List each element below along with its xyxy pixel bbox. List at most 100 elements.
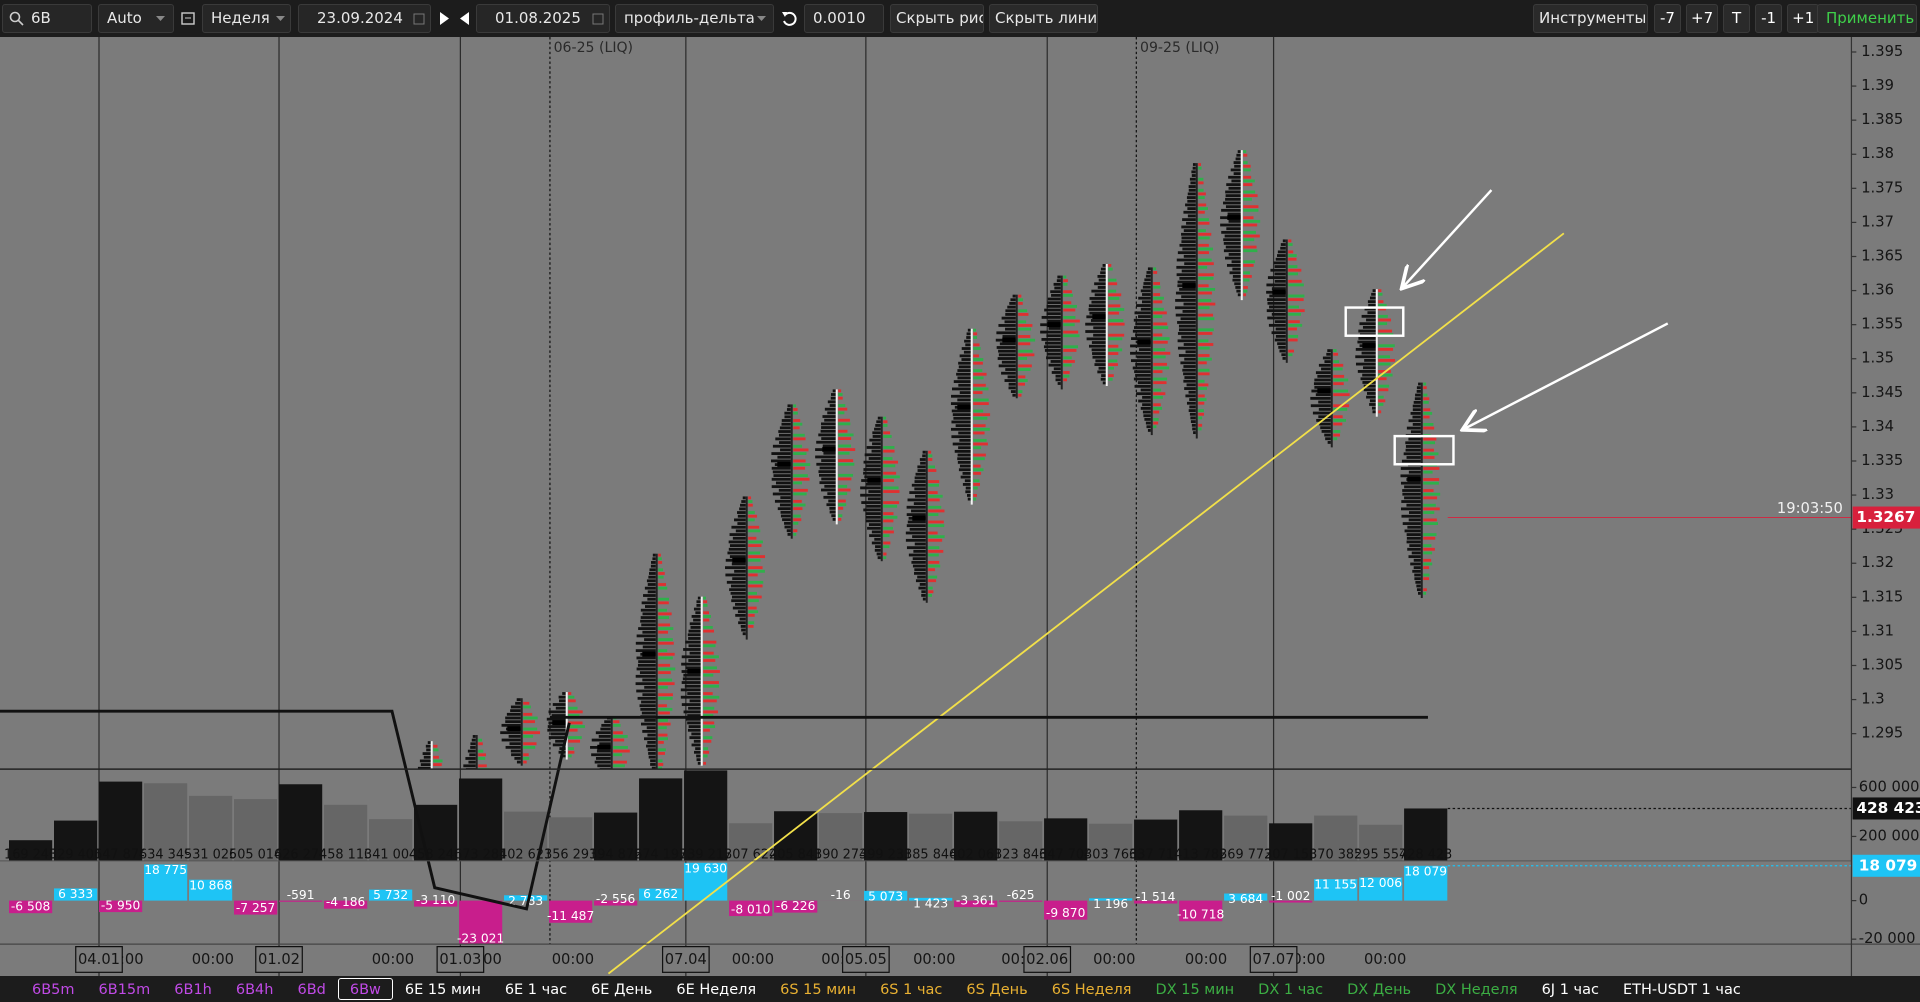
- profile-row: [1416, 386, 1421, 390]
- profile-row: [996, 331, 1016, 335]
- hide-drawings-button[interactable]: Скрыть рис.: [890, 4, 984, 33]
- delta-row: [1198, 394, 1205, 398]
- delta-row: [703, 666, 717, 670]
- delta-row: [658, 557, 662, 561]
- instrument-tab[interactable]: ETH-USDT 1 час: [1622, 982, 1741, 998]
- step-input[interactable]: 0.0010: [804, 4, 884, 33]
- instrument-tab[interactable]: DX Неделя: [1435, 982, 1518, 998]
- profile-row: [506, 712, 521, 716]
- profile-row: [1135, 322, 1151, 326]
- apply-button[interactable]: Применить: [1817, 4, 1917, 33]
- instrument-tab[interactable]: DX 1 час: [1258, 982, 1324, 998]
- profile-row: [636, 667, 656, 671]
- date-from[interactable]: 23.09.2024: [298, 4, 431, 33]
- instrument-tab[interactable]: 6B4h: [235, 982, 274, 998]
- instrument-tab[interactable]: 6B15m: [98, 982, 151, 998]
- view-select[interactable]: профиль-дельта: [615, 4, 774, 33]
- profile-row: [1188, 185, 1196, 188]
- date-to[interactable]: 01.08.2025: [476, 4, 610, 33]
- delta-row: [703, 721, 715, 725]
- step-button[interactable]: -1: [1755, 4, 1783, 33]
- profile-row: [1093, 326, 1106, 330]
- profile-row: [1008, 386, 1016, 390]
- instrument-tab[interactable]: 6S День: [966, 982, 1028, 998]
- time-label: 04.01: [78, 951, 120, 968]
- profile-row: [1327, 441, 1331, 444]
- instrument-tab[interactable]: 6B1h: [174, 982, 212, 998]
- instrument-tab[interactable]: 6B5m: [32, 982, 75, 998]
- hide-lines-button[interactable]: Скрыть линии: [989, 4, 1098, 33]
- instrument-tab[interactable]: 6J 1 час: [1541, 982, 1599, 998]
- delta-row: [793, 422, 803, 426]
- delta-row: [748, 514, 758, 518]
- delta-row: [613, 734, 628, 738]
- profile-row: [1191, 170, 1196, 174]
- profile-row: [820, 429, 836, 433]
- instrument-tab[interactable]: DX 15 мин: [1155, 982, 1235, 998]
- delta-row: [1378, 355, 1390, 359]
- profile-row: [644, 685, 656, 689]
- delta-row: [748, 500, 753, 503]
- delta-row: [1108, 337, 1123, 341]
- delta-row: [1108, 304, 1121, 308]
- step-button[interactable]: T: [1723, 4, 1751, 33]
- y-tick-label: 1.38: [1861, 145, 1894, 162]
- instrument-tab[interactable]: DX День: [1347, 982, 1412, 998]
- profile-row: [777, 455, 791, 459]
- instrument-tab[interactable]: 6E 1 час: [504, 982, 568, 998]
- profile-row: [779, 441, 791, 444]
- delta-row: [433, 759, 443, 763]
- delta-row: [1198, 332, 1213, 335]
- period-select[interactable]: Неделя: [202, 4, 291, 33]
- delta-row: [1423, 566, 1430, 570]
- delta-row: [1153, 326, 1169, 329]
- prev-icon[interactable]: [460, 12, 470, 25]
- instrument-tab[interactable]: 6Bw: [337, 978, 393, 1000]
- instrument-tab[interactable]: 6E Неделя: [676, 982, 757, 998]
- delta-row: [1288, 250, 1294, 254]
- tools-button[interactable]: Инструменты: [1533, 4, 1648, 33]
- instrument-tab[interactable]: 6S 1 час: [880, 982, 943, 998]
- delta-row: [1243, 219, 1261, 223]
- profile-row: [1138, 296, 1151, 300]
- instrument-tab[interactable]: 6E День: [591, 982, 653, 998]
- profile-row: [511, 753, 521, 757]
- profile-row: [958, 361, 971, 365]
- reset-icon[interactable]: [781, 10, 798, 27]
- delta-row: [838, 448, 856, 451]
- toolbar: 6B Auto Неделя 23.09.2024 01.08.2025 про…: [0, 0, 1920, 37]
- delta-row: [1018, 309, 1028, 313]
- delta-row: [1243, 190, 1256, 194]
- delta-row: [973, 486, 978, 490]
- delta-row: [748, 536, 757, 540]
- profile-row: [786, 529, 791, 533]
- step-button[interactable]: -7: [1654, 4, 1681, 33]
- profile-row: [1223, 238, 1241, 242]
- profile-row: [1277, 254, 1286, 257]
- profile-row: [1274, 272, 1286, 276]
- step-button[interactable]: +1: [1787, 4, 1820, 33]
- step-button[interactable]: +7: [1686, 4, 1719, 33]
- next-icon[interactable]: [440, 12, 450, 25]
- instrument-tab[interactable]: 6S Неделя: [1051, 982, 1132, 998]
- delta-row: [793, 503, 806, 507]
- delta-bar: [9, 900, 53, 914]
- delta-row: [1243, 264, 1254, 267]
- profile-row: [1357, 340, 1376, 344]
- delta-label: -5 950: [101, 898, 140, 912]
- delta-row: [1288, 305, 1299, 309]
- delta-row: [1198, 401, 1205, 405]
- instrument-tab[interactable]: 6S 15 мин: [780, 982, 857, 998]
- profile-row: [921, 594, 926, 597]
- instrument-tab[interactable]: 6Bd: [297, 982, 326, 998]
- symbol-input[interactable]: 6B: [2, 4, 92, 33]
- period-icon[interactable]: [181, 11, 196, 26]
- delta-row: [568, 710, 583, 714]
- delta-row: [1153, 381, 1167, 385]
- profile-row: [1046, 312, 1061, 316]
- profile-row: [1048, 326, 1061, 330]
- instrument-tab[interactable]: 6E 15 мин: [404, 982, 481, 998]
- delta-row: [1153, 296, 1164, 300]
- profile-row: [918, 586, 926, 590]
